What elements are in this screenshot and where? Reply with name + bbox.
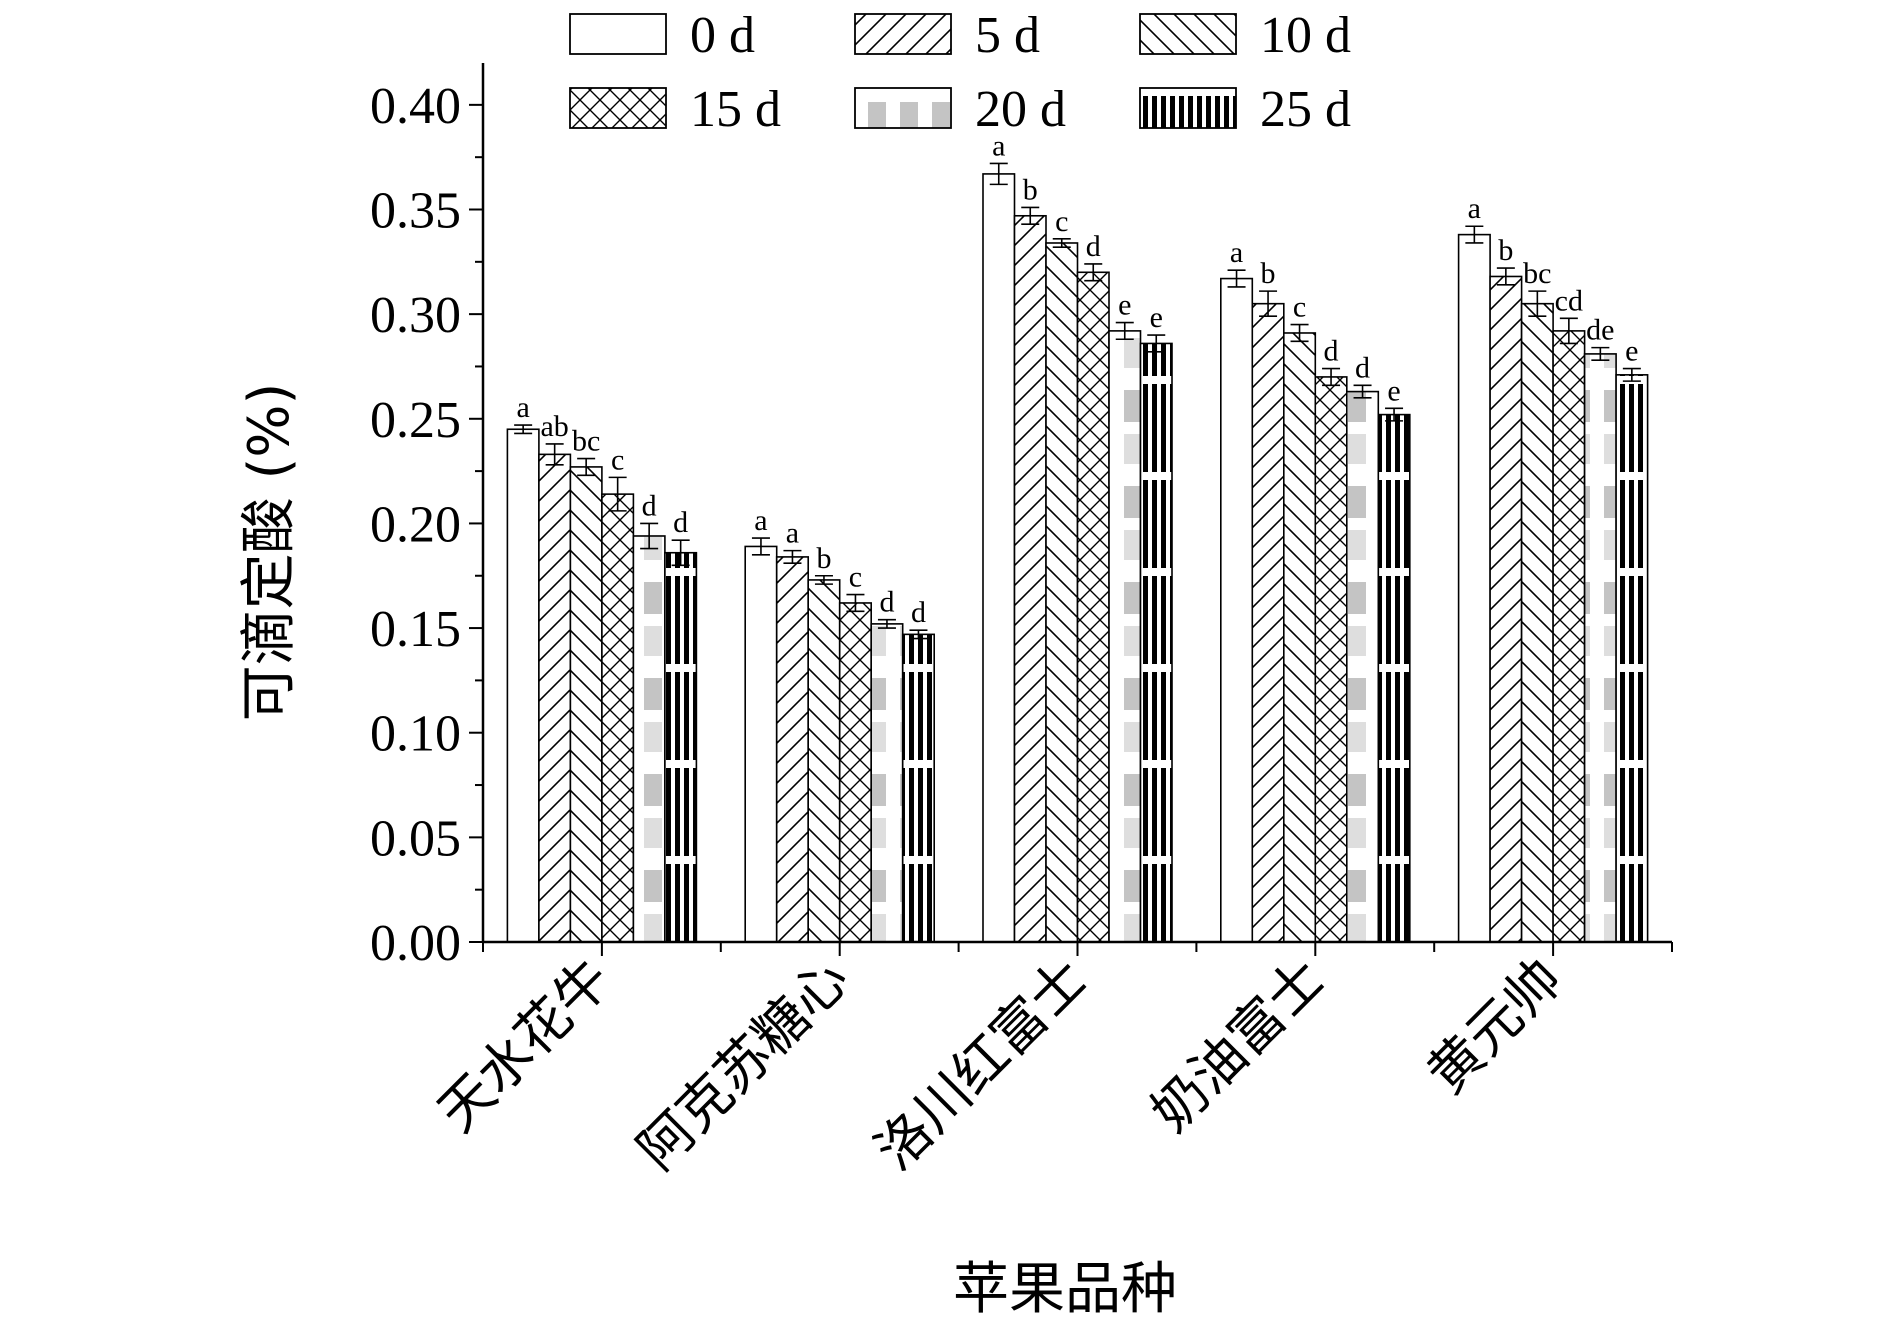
bar-20d-cat2 <box>1108 330 1142 943</box>
significance-label: c <box>611 443 624 476</box>
bar-25d-cat2 <box>1139 342 1173 943</box>
legend: 0 d 5 d 10 d 15 d 20 d 25 d <box>569 7 1351 138</box>
bar-10d-cat2 <box>1045 242 1079 943</box>
bar-10d-cat1 <box>807 579 841 943</box>
bar-25d-cat3 <box>1377 413 1411 943</box>
significance-label: b <box>1498 234 1513 267</box>
bar-10d-cat3 <box>1283 332 1317 943</box>
significance-label: a <box>992 129 1005 162</box>
significance-label: b <box>816 542 831 575</box>
significance-label: de <box>1586 314 1614 347</box>
significance-label: a <box>786 517 799 550</box>
bar-5d-cat0 <box>538 453 572 943</box>
bar-20d-cat3 <box>1346 390 1380 943</box>
legend-label: 25 d <box>1260 81 1351 138</box>
significance-label: e <box>1625 335 1638 368</box>
significance-label: c <box>1293 291 1306 324</box>
bar-15d-cat3 <box>1314 376 1348 943</box>
y-tick-label: 0.20 <box>370 496 461 553</box>
significance-label: d <box>1355 351 1370 384</box>
significance-label: cd <box>1555 284 1583 317</box>
significance-label: d <box>879 586 894 619</box>
y-axis-title: 可滴定酸 (%) <box>237 383 302 722</box>
bar-10d-cat0 <box>569 466 603 943</box>
significance-label: a <box>516 391 529 424</box>
bar-0d-cat0 <box>506 428 540 943</box>
significance-label: a <box>754 504 767 537</box>
bar-10d-cat4 <box>1520 302 1554 943</box>
significance-label: c <box>849 561 862 594</box>
x-tick-label: 阿克苏糖心 <box>625 947 860 1182</box>
significance-label: e <box>1118 289 1131 322</box>
bar-5d-cat4 <box>1489 275 1523 943</box>
legend-swatch <box>1139 87 1237 129</box>
y-tick-label: 0.10 <box>370 706 461 763</box>
y-tick-label: 0.00 <box>370 915 461 972</box>
significance-label: ab <box>540 410 568 443</box>
bar-5d-cat2 <box>1013 214 1047 943</box>
significance-label: bc <box>1523 257 1551 290</box>
legend-label: 15 d <box>690 81 781 138</box>
significance-label: e <box>1150 301 1163 334</box>
significance-label: d <box>673 506 688 539</box>
bar-0d-cat4 <box>1457 233 1491 943</box>
legend-swatch <box>854 87 952 129</box>
significance-label: a <box>1230 236 1243 269</box>
legend-swatch <box>1139 13 1237 55</box>
legend-label: 0 d <box>690 7 755 64</box>
legend-label: 20 d <box>975 81 1066 138</box>
bar-15d-cat2 <box>1076 271 1110 943</box>
significance-label: d <box>642 489 657 522</box>
legend-label: 10 d <box>1260 7 1351 64</box>
x-tick-label: 洛川红富士 <box>863 947 1098 1182</box>
significance-label: bc <box>572 425 600 458</box>
y-tick-label: 0.40 <box>370 78 461 135</box>
x-tick-label: 奶油富士 <box>1139 947 1336 1144</box>
x-tick-label: 黄元帅 <box>1415 947 1574 1106</box>
x-axis-title: 苹果品种 <box>953 1257 1177 1322</box>
y-tick-label: 0.30 <box>370 287 461 344</box>
bar-15d-cat1 <box>838 602 873 943</box>
bar-20d-cat4 <box>1583 353 1617 943</box>
bar-5d-cat1 <box>775 556 810 943</box>
legend-swatch <box>854 13 952 55</box>
bar-25d-cat4 <box>1615 374 1649 943</box>
bar-5d-cat3 <box>1251 302 1285 943</box>
legend-swatch <box>569 87 667 129</box>
significance-label: d <box>911 596 926 629</box>
y-tick-label: 0.15 <box>370 601 461 658</box>
significance-label: b <box>1023 173 1038 206</box>
significance-label: b <box>1261 257 1276 290</box>
bar-25d-cat1 <box>901 633 936 943</box>
legend-label: 5 d <box>975 7 1040 64</box>
bar-20d-cat1 <box>870 623 904 943</box>
bar-25d-cat0 <box>664 551 698 943</box>
bar-20d-cat0 <box>632 535 666 943</box>
significance-label: d <box>1086 230 1101 263</box>
bar-15d-cat0 <box>601 493 635 943</box>
significance-label: c <box>1055 205 1068 238</box>
x-tick-label: 天水花牛 <box>426 947 623 1144</box>
significance-label: a <box>1468 192 1481 225</box>
bar-15d-cat4 <box>1552 330 1586 943</box>
bar-0d-cat2 <box>982 173 1016 943</box>
bar-0d-cat3 <box>1220 277 1254 943</box>
significance-label: e <box>1387 374 1400 407</box>
y-tick-label: 0.25 <box>370 392 461 449</box>
legend-swatch <box>569 13 667 55</box>
y-tick-label: 0.35 <box>370 183 461 240</box>
bar-0d-cat1 <box>744 545 778 943</box>
y-tick-label: 0.05 <box>370 810 461 867</box>
significance-label: d <box>1324 335 1339 368</box>
